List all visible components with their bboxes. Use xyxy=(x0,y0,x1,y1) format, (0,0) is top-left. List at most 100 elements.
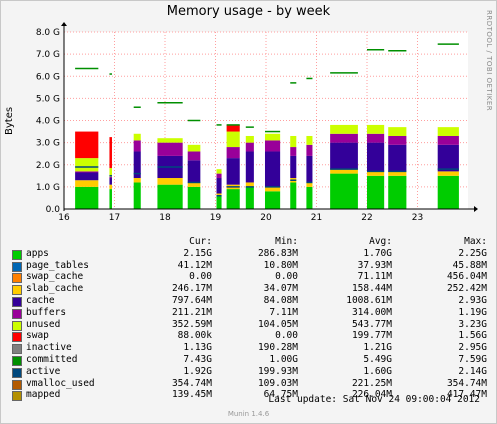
legend-min: 84.08M xyxy=(263,294,298,306)
legend-min: 286.83M xyxy=(257,247,298,259)
area-cache xyxy=(437,144,459,172)
area-cache xyxy=(133,151,141,179)
legend-row: committed 7.43G 1.00G 5.49G 7.59G xyxy=(12,354,492,366)
y-tick-label: 2.0 G xyxy=(36,161,60,171)
legend-header-cur: Cur: xyxy=(189,236,212,247)
legend-swatch xyxy=(12,285,22,296)
legend-header-avg: Avg: xyxy=(369,236,392,247)
area-unused xyxy=(264,133,281,141)
area-slab_cache xyxy=(133,178,141,183)
legend-cur: 139.45M xyxy=(171,389,212,401)
legend-min: 109.03M xyxy=(257,377,298,389)
area-buffers xyxy=(330,133,358,143)
legend-row: slab_cache 246.17M 34.07M 158.44M 252.42M xyxy=(12,283,492,296)
legend-swatch xyxy=(12,320,22,331)
area-slab_cache xyxy=(367,171,385,176)
legend-max: 2.93G xyxy=(458,294,487,306)
area-slab_cache xyxy=(245,182,254,187)
area-apps xyxy=(157,184,183,209)
legend-row: page_tables 41.12M 10.80M 37.93M 45.88M xyxy=(12,260,492,272)
area-unused xyxy=(226,131,240,148)
legend-name: cache xyxy=(26,294,55,306)
area-buffers xyxy=(290,147,297,156)
legend-name: apps xyxy=(26,247,49,259)
legend-name: active xyxy=(26,365,61,377)
legend-swatch xyxy=(12,355,22,366)
area-cache xyxy=(264,151,281,187)
area-apps xyxy=(75,186,99,209)
legend-name: page_tables xyxy=(26,259,89,271)
legend-avg: 1.70G xyxy=(363,247,392,259)
area-apps xyxy=(187,186,201,209)
legend-cur: 2.15G xyxy=(183,247,212,259)
area-slab_cache xyxy=(264,186,281,192)
y-tick-label: 5.0 G xyxy=(36,94,60,104)
area-cache xyxy=(330,142,358,170)
area-apps xyxy=(290,182,297,209)
area-unused xyxy=(437,127,459,136)
legend-cur: 797.64M xyxy=(171,294,212,306)
x-tick-label: 20 xyxy=(260,213,272,223)
legend-min: 199.93M xyxy=(257,365,298,377)
area-buffers xyxy=(264,140,281,152)
side-credit: RRDTOOL / TOBI OETIKER xyxy=(485,10,493,112)
legend-header-min: Min: xyxy=(275,236,298,247)
legend-max: 1.19G xyxy=(458,306,487,318)
y-axis-arrow xyxy=(61,22,67,26)
area-cache xyxy=(245,151,254,183)
x-tick-label: 19 xyxy=(210,213,222,223)
legend-max: 45.88M xyxy=(452,259,487,271)
legend-avg: 1.60G xyxy=(363,365,392,377)
y-tick-label: 0.0 xyxy=(46,205,61,215)
legend-name: buffers xyxy=(26,306,67,318)
plot-area: 0.0 1.0 G 2.0 G 3.0 G 4.0 G 5.0 G 6.0 G 7.0 G 8.… xyxy=(36,22,478,223)
x-tick-label: 22 xyxy=(361,213,372,223)
legend-min: 34.07M xyxy=(263,283,298,295)
area-slab_cache xyxy=(306,182,313,187)
x-axis-arrow xyxy=(474,206,478,212)
area-buffers xyxy=(245,142,254,152)
legend-cur: 246.17M xyxy=(171,283,212,295)
x-tick-label: 21 xyxy=(311,213,322,223)
area-slab_cache xyxy=(75,180,99,187)
x-tick-label: 16 xyxy=(58,213,70,223)
legend-max: 456.04M xyxy=(446,271,487,283)
area-buffers xyxy=(157,142,183,156)
legend-row: inactive 1.13G 190.28M 1.21G 2.95G xyxy=(12,342,492,355)
legend-avg: 226.04M xyxy=(351,389,392,401)
legend-avg: 1008.61M xyxy=(346,294,392,306)
area-apps xyxy=(226,189,240,209)
legend-table: Cur: Min: Avg: Max: apps 2.15G 286.83M 1.70… xyxy=(12,236,492,402)
area-swap xyxy=(226,124,240,132)
legend-row: apps 2.15G 286.83M 1.70G 2.25G xyxy=(12,248,492,260)
legend-name: committed xyxy=(26,353,78,365)
legend-avg: 158.44M xyxy=(351,283,392,295)
legend-swatch xyxy=(12,391,22,402)
area-cache xyxy=(75,172,99,181)
legend-cur: 211.21M xyxy=(171,306,212,318)
legend-cur: 88.00k xyxy=(177,330,212,342)
legend-max: 3.23G xyxy=(458,318,487,330)
legend-swatch xyxy=(12,308,22,319)
legend-name: slab_cache xyxy=(26,283,84,295)
legend-min: 1.00G xyxy=(269,353,298,365)
legend-avg: 543.77M xyxy=(351,318,392,330)
area-cache xyxy=(216,178,222,194)
area-unused xyxy=(290,135,297,148)
legend-cur: 1.92G xyxy=(183,365,212,377)
legend-row: vmalloc_used 354.74M 109.03M 221.25M 354.74M xyxy=(12,378,492,390)
area-apps xyxy=(330,173,358,209)
y-tick-label: 8.0 G xyxy=(36,28,60,38)
legend-row: mapped 139.45M 64.75M 226.04M 417.47M xyxy=(12,389,492,402)
x-tick-label: 17 xyxy=(109,213,120,223)
legend-row: swap 88.00k 0.00 199.77M 1.56G xyxy=(12,330,492,343)
area-buffers xyxy=(109,176,112,179)
area-apps xyxy=(216,195,222,209)
y-tick-label: 7.0 G xyxy=(36,50,60,60)
legend-avg: 1.21G xyxy=(363,342,392,354)
legend-max: 7.59G xyxy=(458,353,487,365)
area-unused xyxy=(245,135,254,143)
legend-max: 2.14G xyxy=(458,365,487,377)
legend-swatch xyxy=(12,249,22,260)
y-tick-label: 6.0 G xyxy=(36,72,60,82)
